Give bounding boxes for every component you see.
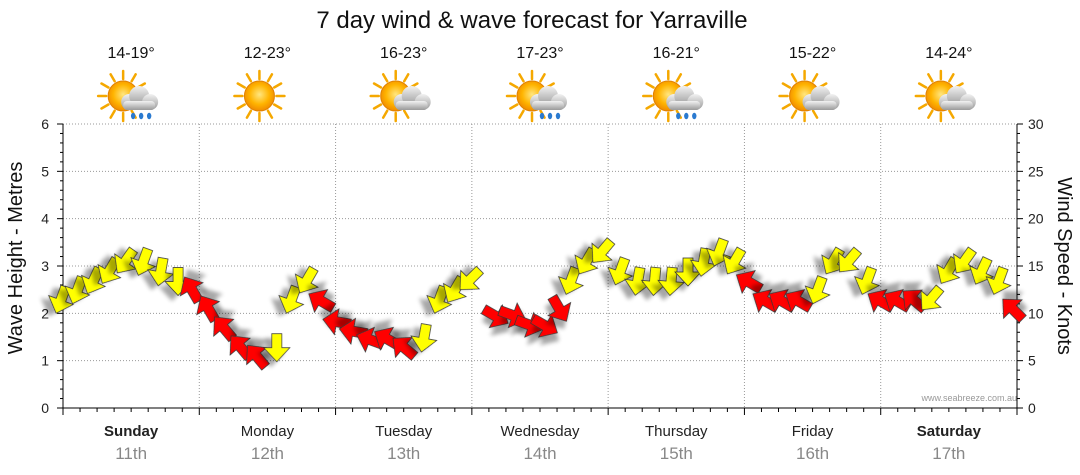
day-date-label: 13th <box>387 444 420 463</box>
y-tick-label-left: 1 <box>41 353 49 369</box>
day-temp-range: 16-21° <box>653 45 700 62</box>
sun-cloud-icon <box>914 69 976 123</box>
wind-arrow <box>854 265 881 295</box>
wind-arrow <box>80 265 107 295</box>
y-tick-label-right: 20 <box>1028 211 1044 227</box>
y-tick-label-right: 25 <box>1028 163 1044 179</box>
day-date-label: 15th <box>660 444 693 463</box>
day-temp-range: 16-23° <box>380 45 427 62</box>
day-name-label: Sunday <box>104 423 159 440</box>
wind-arrow <box>246 344 270 371</box>
y-tick-label-left: 4 <box>41 211 49 227</box>
y-tick-label-left: 6 <box>41 116 49 132</box>
y-tick-label-left: 5 <box>41 163 49 179</box>
sun-icon <box>233 69 286 123</box>
y-axis-right-label: Wind Speed - Knots <box>1053 177 1075 355</box>
wind-arrow <box>936 256 961 284</box>
day-name-label: Thursday <box>645 423 708 440</box>
day-date-label: 14th <box>523 444 556 463</box>
wind-arrow <box>557 265 585 295</box>
wind-arrow <box>674 257 702 287</box>
wind-arrow <box>147 256 175 287</box>
wind-arrow <box>278 284 305 314</box>
wind-arrow <box>722 246 747 275</box>
sun-cloud-rain-icon <box>96 69 159 123</box>
day-name-label: Saturday <box>917 423 982 440</box>
wind-arrow <box>262 333 291 363</box>
chart-axes: 0 1 2 3 4 5 6 0 5 10 15 20 25 30 <box>41 116 1044 416</box>
wind-arrow <box>130 246 157 276</box>
wind-arrow <box>392 336 419 361</box>
day-temp-range: 14-19° <box>107 45 154 62</box>
daily-forecast-header: 14-19° 12-23° 16-23° 17-23° 16-21° 15-22° 14-2… <box>96 45 976 123</box>
y-tick-label-left: 0 <box>41 400 49 416</box>
day-temp-range: 12-23° <box>244 45 291 62</box>
sun-cloud-icon <box>369 69 431 123</box>
y-tick-label-left: 2 <box>41 305 49 321</box>
wind-arrow <box>48 284 75 314</box>
day-labels: Sunday 11th Monday 12th Tuesday 13th Wednesday… <box>104 423 982 463</box>
wind-arrow <box>1002 298 1027 324</box>
y-tick-label-right: 15 <box>1028 258 1044 274</box>
y-tick-label-left: 3 <box>41 258 49 274</box>
wind-arrow <box>591 237 616 263</box>
chart-grid <box>63 123 1017 408</box>
y-tick-label-right: 5 <box>1028 353 1036 369</box>
wind-arrow <box>657 266 685 297</box>
wind-arrow <box>459 265 484 291</box>
day-date-label: 17th <box>932 444 965 463</box>
wind-arrow <box>735 270 764 295</box>
wind-arrow <box>64 275 91 305</box>
wind-arrow <box>196 295 221 324</box>
day-name-label: Friday <box>792 423 834 440</box>
wind-arrows <box>48 237 1027 371</box>
wind-arrow <box>410 323 438 353</box>
y-tick-label-right: 0 <box>1028 400 1036 416</box>
day-temp-range: 14-24° <box>925 45 972 62</box>
day-date-label: 12th <box>251 444 284 463</box>
y-tick-label-right: 30 <box>1028 116 1044 132</box>
day-name-label: Wednesday <box>501 423 580 440</box>
y-axis-left-label: Wave Height - Metres <box>5 162 27 355</box>
wind-arrow <box>574 246 599 275</box>
sun-cloud-rain-icon <box>505 69 567 123</box>
day-name-label: Monday <box>241 423 295 440</box>
day-temp-range: 15-22° <box>789 45 836 62</box>
sun-cloud-rain-icon <box>642 69 704 123</box>
day-date-label: 11th <box>115 444 147 463</box>
watermark: www.seabreeze.com.au <box>920 393 1017 403</box>
wind-arrow <box>838 246 863 273</box>
wind-arrow <box>985 265 1012 295</box>
wind-arrow <box>308 289 337 314</box>
wind-arrow <box>804 275 831 305</box>
wind-arrow <box>530 313 558 338</box>
wind-arrow <box>547 293 572 322</box>
sun-cloud-icon <box>778 69 840 123</box>
chart-title: 7 day wind & wave forecast for Yarravill… <box>316 7 747 34</box>
wind-arrow <box>607 256 634 286</box>
wind-arrow <box>97 256 122 284</box>
day-name-label: Tuesday <box>375 423 432 440</box>
y-tick-label-right: 10 <box>1028 305 1044 321</box>
wind-arrow <box>920 284 945 311</box>
day-temp-range: 17-23° <box>516 45 563 62</box>
wind-arrow <box>785 289 814 314</box>
day-date-label: 16th <box>796 444 829 463</box>
wind-arrow <box>114 246 139 274</box>
wind-arrow <box>294 265 319 294</box>
